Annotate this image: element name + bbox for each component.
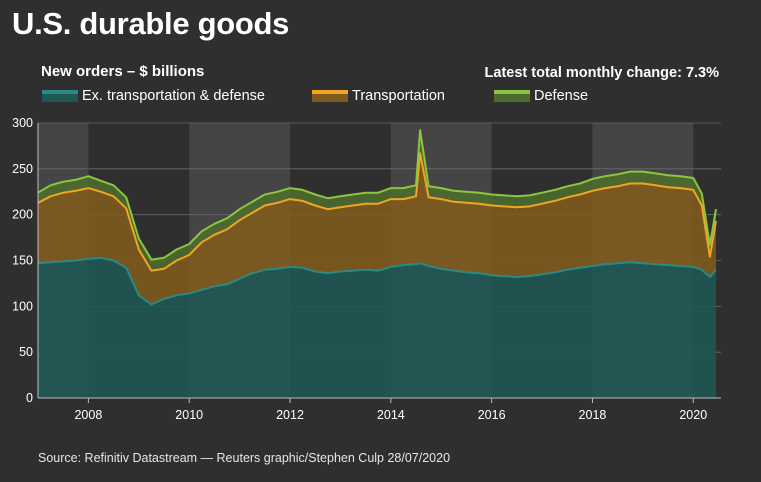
legend-item-transport: Transportation [312, 88, 445, 104]
chart-title: U.S. durable goods [12, 6, 290, 41]
y-tick-label-250: 250 [12, 162, 33, 176]
x-tick-label-2016: 2016 [478, 408, 506, 422]
source-note: Source: Refinitiv Datastream — Reuters g… [38, 451, 451, 465]
x-tick-label-2018: 2018 [579, 408, 607, 422]
y-tick-label-300: 300 [12, 116, 33, 130]
series-line-ex [37, 256, 717, 306]
latest-change-note: Latest total monthly change: 7.3% [484, 65, 719, 81]
legend-swatch-transport [312, 90, 348, 102]
legend-label-defense: Defense [534, 88, 589, 104]
area-defense [38, 130, 716, 271]
legend-label-transport: Transportation [352, 88, 445, 104]
x-tick-label-2020: 2020 [679, 408, 707, 422]
legend-item-defense: Defense [494, 88, 588, 104]
chart-subtitle: New orders – $ billions [41, 63, 205, 80]
y-tick-label-0: 0 [26, 391, 33, 405]
legend-label-ex: Ex. transportation & defense [82, 88, 265, 104]
series-line-defense [37, 129, 717, 261]
area-transport [38, 153, 716, 305]
series-line-transport [37, 152, 717, 272]
legend-item-ex: Ex. transportation & defense [42, 88, 265, 104]
x-tick-label-2012: 2012 [276, 408, 304, 422]
chart-legend: Ex. transportation & defense Transportat… [0, 88, 761, 110]
y-tick-label-50: 50 [19, 345, 33, 359]
y-tick-label-200: 200 [12, 208, 33, 222]
y-tick-label-150: 150 [12, 254, 33, 268]
x-tick-label-2008: 2008 [74, 408, 102, 422]
x-tick-label-2014: 2014 [377, 408, 405, 422]
area-ex [38, 257, 716, 398]
x-tick-label-2010: 2010 [175, 408, 203, 422]
legend-swatch-defense [494, 90, 530, 102]
area-chart: 0 50 100 150 200 250 300 2008 2010 2012 2014 2016 20… [12, 116, 721, 422]
y-tick-label-100: 100 [12, 299, 33, 313]
legend-swatch-ex [42, 90, 78, 102]
